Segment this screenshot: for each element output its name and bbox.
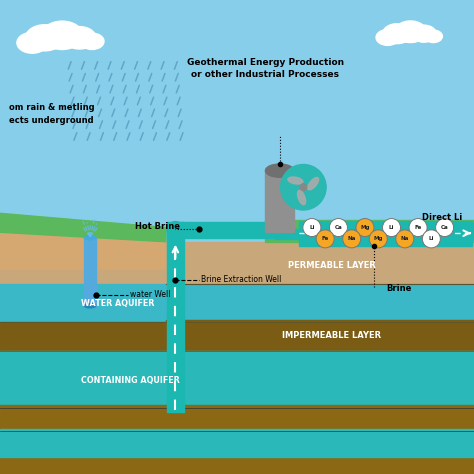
Ellipse shape: [26, 25, 64, 51]
Ellipse shape: [17, 32, 47, 53]
Text: Ca: Ca: [335, 225, 342, 230]
Ellipse shape: [265, 164, 294, 177]
Text: Brine: Brine: [386, 284, 412, 292]
Bar: [0, 284, 474, 322]
Bar: [0, 270, 166, 284]
Text: Li: Li: [309, 225, 315, 230]
Bar: [265, 220, 474, 242]
Text: Na: Na: [401, 237, 409, 241]
Polygon shape: [0, 213, 166, 242]
Bar: [167, 228, 184, 412]
Text: Li: Li: [428, 237, 434, 241]
Circle shape: [343, 230, 361, 248]
Ellipse shape: [288, 177, 303, 184]
Circle shape: [329, 219, 347, 237]
Text: Ca: Ca: [441, 225, 448, 230]
Text: IMPERMEABLE LAYER: IMPERMEABLE LAYER: [282, 331, 382, 339]
Ellipse shape: [41, 21, 83, 49]
Bar: [292, 229, 303, 239]
Ellipse shape: [167, 222, 184, 238]
Bar: [0, 448, 474, 474]
Ellipse shape: [424, 30, 442, 43]
Text: Li: Li: [389, 225, 394, 230]
Ellipse shape: [383, 24, 412, 44]
Ellipse shape: [298, 190, 306, 205]
Text: Na: Na: [347, 237, 356, 241]
Text: Mg: Mg: [360, 225, 370, 230]
Ellipse shape: [376, 29, 400, 46]
Circle shape: [369, 230, 387, 248]
Text: Geothermal Energy Production
or other Industrial Processes: Geothermal Energy Production or other In…: [187, 58, 344, 80]
Bar: [0, 0, 474, 261]
Circle shape: [383, 219, 401, 237]
Text: Fe: Fe: [321, 237, 329, 241]
Text: WATER AQUIFER: WATER AQUIFER: [81, 299, 154, 308]
Bar: [0, 322, 166, 351]
Bar: [166, 320, 474, 351]
Ellipse shape: [80, 33, 104, 49]
Bar: [275, 229, 292, 239]
Text: Mg: Mg: [374, 237, 383, 241]
Bar: [175, 222, 284, 238]
Text: water Well: water Well: [130, 291, 171, 299]
Circle shape: [436, 219, 454, 237]
Circle shape: [303, 219, 321, 237]
Bar: [299, 223, 474, 240]
Bar: [265, 171, 294, 232]
Bar: [0, 405, 474, 431]
Ellipse shape: [395, 21, 426, 43]
Bar: [166, 242, 474, 284]
Ellipse shape: [63, 27, 96, 49]
Bar: [167, 222, 184, 238]
Bar: [84, 238, 96, 306]
Circle shape: [422, 230, 440, 248]
Bar: [0, 429, 474, 457]
Polygon shape: [0, 232, 166, 270]
Text: PERMEABLE LAYER: PERMEABLE LAYER: [288, 261, 376, 270]
Circle shape: [409, 219, 427, 237]
Text: Direct Li: Direct Li: [422, 213, 462, 221]
Circle shape: [281, 164, 326, 210]
Circle shape: [316, 230, 334, 248]
Ellipse shape: [84, 304, 96, 308]
Text: Hot Brine: Hot Brine: [135, 222, 180, 231]
Text: CONTAINING AQUIFER: CONTAINING AQUIFER: [81, 376, 179, 384]
Text: Fe: Fe: [414, 225, 422, 230]
Ellipse shape: [411, 25, 436, 42]
Circle shape: [300, 184, 307, 191]
Ellipse shape: [84, 236, 96, 240]
Bar: [299, 221, 472, 246]
Text: om rain & metling
ects underground: om rain & metling ects underground: [9, 103, 95, 125]
Ellipse shape: [308, 177, 319, 190]
Bar: [0, 351, 474, 408]
Text: Brine Extraction Well: Brine Extraction Well: [201, 275, 282, 284]
Circle shape: [396, 230, 414, 248]
Circle shape: [356, 219, 374, 237]
